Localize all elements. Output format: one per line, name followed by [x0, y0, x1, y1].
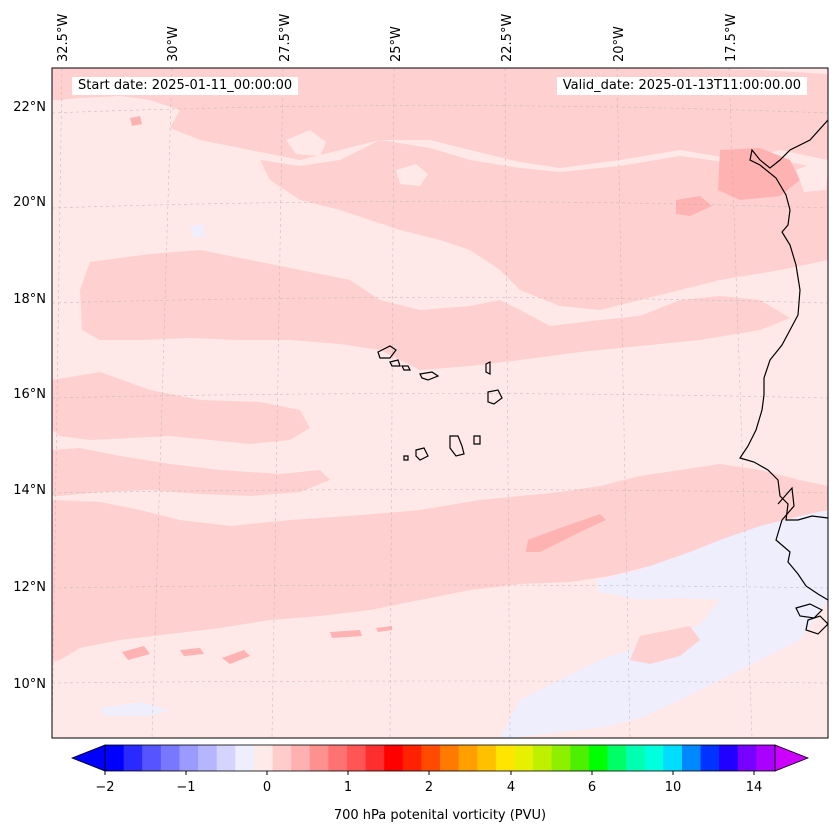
lon-label: 30°W — [166, 26, 181, 62]
colorbar-bin — [458, 745, 478, 771]
colorbar-bin — [105, 745, 125, 771]
lon-labels: 32.5°W 30°W 27.5°W 25°W 22.5°W 20°W 17.5… — [56, 14, 739, 62]
colorbar-bin — [142, 745, 162, 771]
colorbar-bin — [663, 745, 683, 771]
lat-label: 12°N — [13, 580, 46, 595]
lon-label: 17.5°W — [724, 14, 739, 62]
colorbar-bin — [700, 745, 720, 771]
colorbar-outline — [104, 744, 776, 772]
colorbar-bin — [384, 745, 404, 771]
colorbar-extend-low — [70, 744, 106, 772]
lat-label: 14°N — [13, 483, 46, 498]
colorbar-bin — [719, 745, 739, 771]
colorbar-tick-label: −1 — [176, 780, 195, 795]
colorbar-bin — [607, 745, 627, 771]
colorbar-bin — [309, 745, 329, 771]
colorbar-bin — [570, 745, 590, 771]
lon-label: 20°W — [612, 26, 627, 62]
colorbar-bin — [123, 745, 143, 771]
colorbar-bin — [644, 745, 664, 771]
colorbar-bin — [216, 745, 236, 771]
pv-bands — [52, 68, 828, 664]
lat-label: 10°N — [13, 677, 46, 692]
colorbar-bin — [291, 745, 311, 771]
colorbar-tick-label: −2 — [95, 780, 114, 795]
valid-date-label: Valid_date: 2025-01-13T11:00:00.00 — [556, 77, 807, 95]
lon-label: 25°W — [389, 26, 404, 62]
colorbar-bin — [626, 745, 646, 771]
colorbar-label: 700 hPa potenital vorticity (PVU) — [333, 808, 547, 823]
lon-label: 32.5°W — [56, 14, 71, 62]
coastline-west-africa — [739, 119, 829, 521]
cape-verde-islands — [377, 345, 503, 461]
colorbar-bin — [421, 745, 441, 771]
colorbar-bin — [160, 745, 180, 771]
lon-label: 27.5°W — [278, 14, 293, 62]
colorbar-bin — [198, 745, 218, 771]
colorbar-bin — [551, 745, 571, 771]
colorbar-bin — [328, 745, 348, 771]
coastline — [739, 119, 829, 635]
colorbar-bin — [346, 745, 367, 771]
colorbar-bin — [272, 745, 292, 771]
map-frame — [51, 67, 829, 739]
colorbar-bin — [477, 745, 497, 771]
lat-labels: 22°N 20°N 18°N 16°N 14°N 12°N 10°N — [13, 100, 46, 692]
graticule — [51, 67, 829, 739]
colorbar-tick-label: 1 — [344, 780, 352, 795]
start-date-label: Start date: 2025-01-11_00:00:00 — [72, 77, 299, 95]
colorbar-bin — [440, 745, 460, 771]
colorbar-extend-high — [774, 744, 810, 772]
colorbar-tick-label: 14 — [746, 780, 763, 795]
colorbar-bin — [235, 745, 255, 771]
colorbar-bin — [365, 745, 385, 771]
colorbar-tick-label: 4 — [507, 780, 515, 795]
lat-label: 18°N — [13, 292, 46, 307]
colorbar-tick-label: 10 — [665, 780, 682, 795]
colorbar: −2 −1 0 1 2 4 6 10 14 — [70, 744, 810, 795]
colorbar-bin — [495, 745, 515, 771]
colorbar-bin — [681, 745, 702, 771]
colorbar-bin — [402, 745, 422, 771]
colorbar-tick-label: 6 — [588, 780, 596, 795]
lat-label: 22°N — [13, 100, 46, 115]
colorbar-tick-label: 0 — [263, 780, 271, 795]
colorbar-tick-label: 2 — [425, 780, 433, 795]
colorbar-bin — [756, 745, 776, 771]
colorbar-bin — [588, 745, 608, 771]
lat-label: 16°N — [13, 387, 46, 402]
lat-label: 20°N — [13, 195, 46, 210]
colorbar-bin — [179, 745, 199, 771]
pv-low-patches — [286, 130, 828, 192]
colorbar-bin — [533, 745, 553, 771]
colorbar-bin — [737, 745, 757, 771]
colorbar-bin — [514, 745, 534, 771]
lon-label: 22.5°W — [500, 14, 515, 62]
colorbar-bin — [253, 745, 273, 771]
